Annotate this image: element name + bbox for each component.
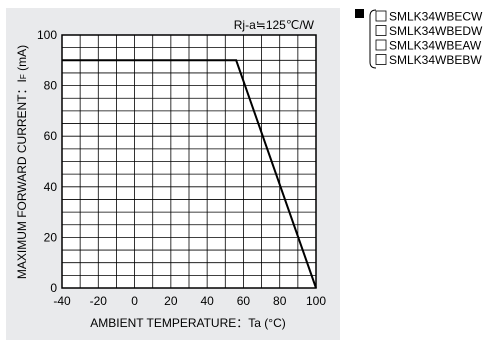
y-tick-label: 60 [44,129,58,143]
x-tick-label: 80 [273,294,287,308]
x-tick-label: 60 [237,294,251,308]
thermal-resistance-annotation: Rj-a≒125℃/W [234,18,315,32]
legend: SMLK34WBECWSMLK34WBEDWSMLK34WBEAWSMLK34W… [355,9,483,69]
y-axis-label-main: MAXIMUM FORWARD CURRENT：I [15,79,29,279]
x-tick-label: -20 [90,294,108,308]
legend-entry-box [375,25,387,36]
legend-entries: SMLK34WBECWSMLK34WBEDWSMLK34WBEAWSMLK34W… [375,10,483,67]
legend-entry-label: SMLK34WBECW [389,10,483,24]
legend-marker-square [355,9,364,18]
y-axis-label-unit: (mA) [15,45,29,74]
legend-entry-label: SMLK34WBEBW [389,53,482,67]
series-line-derating [62,59,317,289]
legend-entry-box [375,10,387,22]
label-layer: Rj-a≒125℃/W AMBIENT TEMPERATURE：Ta (°C) … [15,18,315,330]
legend-bracket [369,9,377,69]
x-tick-label: 0 [131,294,138,308]
series-layer [62,59,317,289]
grid-layer [62,35,316,288]
plot-frame [61,34,317,289]
y-tick-label: 80 [44,79,58,93]
legend-entry-box [375,54,387,65]
y-tick-label: 40 [44,180,58,194]
y-axis-label-subscript: F [19,74,28,79]
x-tick-label: 40 [200,294,214,308]
y-tick-label: 100 [37,28,57,42]
y-tick-label: 0 [50,281,57,295]
x-tick-label: 100 [306,294,326,308]
axis-layer: -40 -20 0 20 40 60 80 100 0 20 40 60 80 100 [37,28,326,308]
legend-entry-label: SMLK34WBEAW [389,39,482,53]
legend-entry-box [375,39,387,51]
legend-entry-label: SMLK34WBEDW [389,24,483,38]
x-tick-label: -40 [53,294,71,308]
x-axis-label: AMBIENT TEMPERATURE：Ta (°C) [90,316,286,330]
y-tick-label: 20 [44,230,58,244]
x-tick-label: 20 [164,294,178,308]
y-axis-label: MAXIMUM FORWARD CURRENT：IF (mA) [15,45,29,279]
